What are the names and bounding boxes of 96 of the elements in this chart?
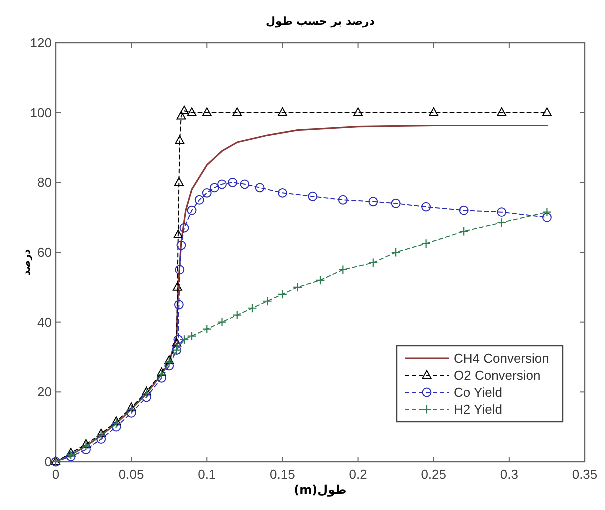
point (429, 108, 439, 116)
point (174, 177, 184, 186)
point (126, 404, 136, 414)
x-tick-label: 0.2 (349, 467, 368, 482)
point (157, 368, 166, 376)
point (391, 198, 401, 208)
point (210, 183, 220, 193)
point (391, 248, 401, 258)
point (164, 361, 174, 371)
point (422, 239, 432, 249)
point (338, 265, 348, 275)
point (308, 192, 318, 202)
point (164, 358, 174, 368)
point (172, 338, 182, 347)
x-tick-label: 0.15 (270, 467, 296, 482)
point (278, 108, 288, 116)
point (175, 265, 185, 275)
y-tick-label: 120 (30, 36, 52, 50)
point (180, 223, 190, 233)
point (180, 335, 190, 345)
point (172, 282, 182, 291)
point (174, 230, 184, 238)
point (164, 356, 174, 364)
point (174, 335, 184, 344)
y-tick-label: 40 (38, 314, 52, 330)
point (126, 402, 136, 412)
y-tick-label: 100 (30, 105, 52, 120)
point (368, 197, 378, 207)
point (459, 206, 469, 216)
legend-label: Co Yield (454, 385, 502, 400)
x-tick-label: 0.05 (118, 467, 144, 482)
point (175, 136, 185, 144)
point (278, 290, 288, 300)
point (542, 108, 552, 116)
point (218, 180, 227, 190)
point (240, 180, 250, 190)
point (497, 208, 507, 218)
point (96, 434, 106, 444)
point (96, 428, 106, 438)
point (232, 108, 242, 116)
point (157, 374, 166, 383)
point (459, 226, 469, 236)
point (497, 108, 507, 116)
point (316, 276, 326, 286)
point (142, 386, 152, 396)
point (422, 202, 431, 212)
point (354, 108, 363, 116)
y-tick-label: 20 (38, 384, 52, 400)
legend-label: H2 Yield (454, 402, 502, 417)
point (228, 178, 238, 188)
point (142, 389, 152, 399)
point (187, 108, 197, 116)
point (338, 195, 348, 205)
point (255, 183, 265, 193)
point (202, 108, 212, 116)
point (157, 370, 167, 380)
point (293, 282, 303, 292)
point (194, 195, 204, 205)
point (218, 318, 228, 328)
x-tick-label: 0.3 (500, 467, 518, 482)
point (278, 188, 288, 198)
point (142, 392, 152, 402)
legend-label: CH4 Conversion (454, 351, 550, 366)
point (96, 431, 106, 441)
point (180, 106, 190, 115)
point (187, 206, 197, 216)
chart-title: درصد بر حسب طول (266, 15, 376, 28)
point (112, 416, 122, 426)
x-tick-label: 0.1 (198, 467, 216, 482)
point (174, 300, 184, 310)
point (112, 422, 122, 432)
legend-label: O2 Conversion (454, 368, 541, 383)
point (368, 258, 378, 268)
point (176, 240, 186, 250)
y-tick-label: 0 (44, 454, 52, 470)
point (232, 310, 242, 320)
x-axis-title: طول(m) (294, 483, 347, 497)
point (187, 332, 197, 342)
point (248, 304, 258, 314)
point (126, 408, 136, 418)
y-tick-label: 60 (38, 245, 52, 260)
point (262, 296, 272, 306)
point (202, 324, 212, 334)
y-tick-label: 80 (38, 175, 52, 190)
y-axis-title: درصد (22, 249, 33, 276)
x-tick-label: 0.25 (421, 467, 447, 482)
point (176, 111, 186, 120)
point (112, 418, 122, 428)
point (542, 208, 552, 218)
point (542, 212, 552, 222)
point (81, 442, 91, 452)
point (82, 439, 91, 448)
point (497, 218, 507, 228)
point (202, 188, 212, 198)
point (66, 448, 76, 457)
x-tick-label: 0.35 (572, 467, 598, 482)
